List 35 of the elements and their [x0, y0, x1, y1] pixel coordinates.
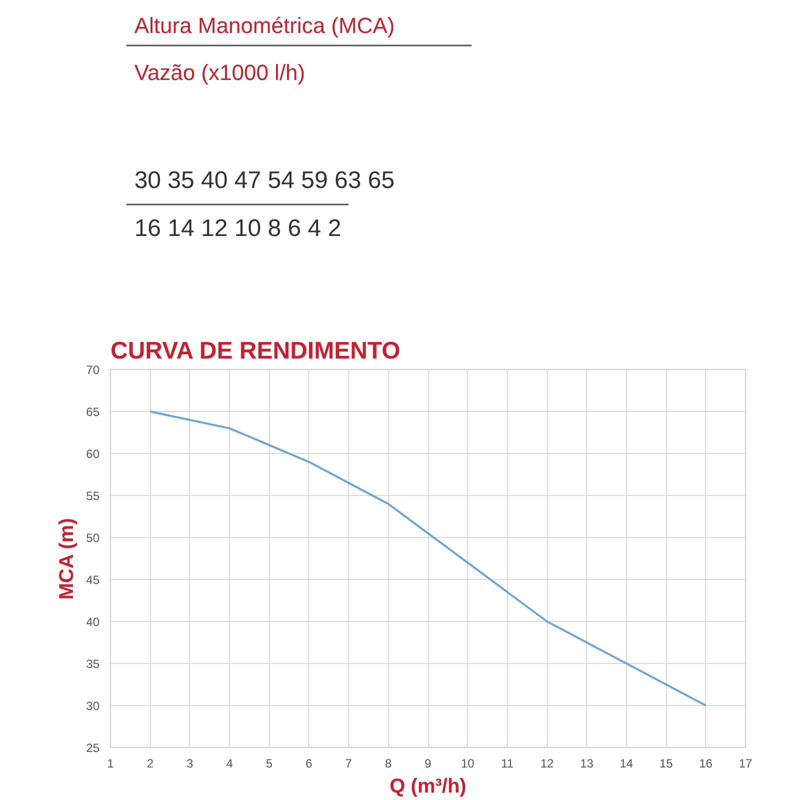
x-tick-label: 9: [424, 756, 432, 770]
text: 16 14 12 10 8 6 4 2: [134, 215, 342, 242]
x-tick-label: 7: [345, 756, 352, 770]
y-tick-label: 55: [86, 489, 100, 503]
y-tick-label: 30: [86, 699, 100, 713]
x-tick-label: 15: [659, 756, 674, 770]
x-tick-label: 8: [384, 756, 392, 770]
x-tick-label: 17: [738, 756, 752, 770]
x-tick-label: 10: [461, 756, 475, 770]
text: 30 35 40 47 54 59 63 65: [134, 167, 395, 194]
x-tick-label: 13: [580, 756, 594, 770]
y-axis-title: MCA (m): [56, 518, 78, 600]
text: Vazão (x1000 l/h): [134, 60, 306, 85]
y-tick-label: 50: [86, 531, 100, 545]
x-tick-label: 2: [146, 756, 154, 770]
x-tick-label: 4: [226, 756, 234, 770]
x-tick-label: 6: [306, 756, 313, 770]
x-tick-label: 3: [186, 756, 194, 770]
y-tick-label: 60: [86, 447, 100, 461]
chart-title: CURVA DE RENDIMENTO: [110, 338, 400, 364]
x-tick-label: 12: [540, 756, 554, 770]
x-axis-title: Q (m³/h): [390, 776, 466, 798]
x-tick-label: 1: [107, 756, 114, 770]
x-tick-label: 5: [266, 756, 273, 770]
text: Altura Manométrica (MCA): [134, 13, 395, 38]
line-series: [149, 410, 707, 706]
y-tick-label: 70: [86, 363, 100, 377]
y-tick-label: 45: [86, 573, 100, 587]
y-tick-label: 40: [86, 615, 100, 629]
x-tick-label: 14: [620, 756, 634, 770]
x-tick-label: 16: [699, 756, 713, 770]
y-tick-label: 25: [86, 741, 100, 755]
y-tick-label: 65: [86, 405, 100, 419]
y-tick-label: 35: [86, 657, 100, 671]
x-tick-label: 11: [501, 756, 514, 770]
